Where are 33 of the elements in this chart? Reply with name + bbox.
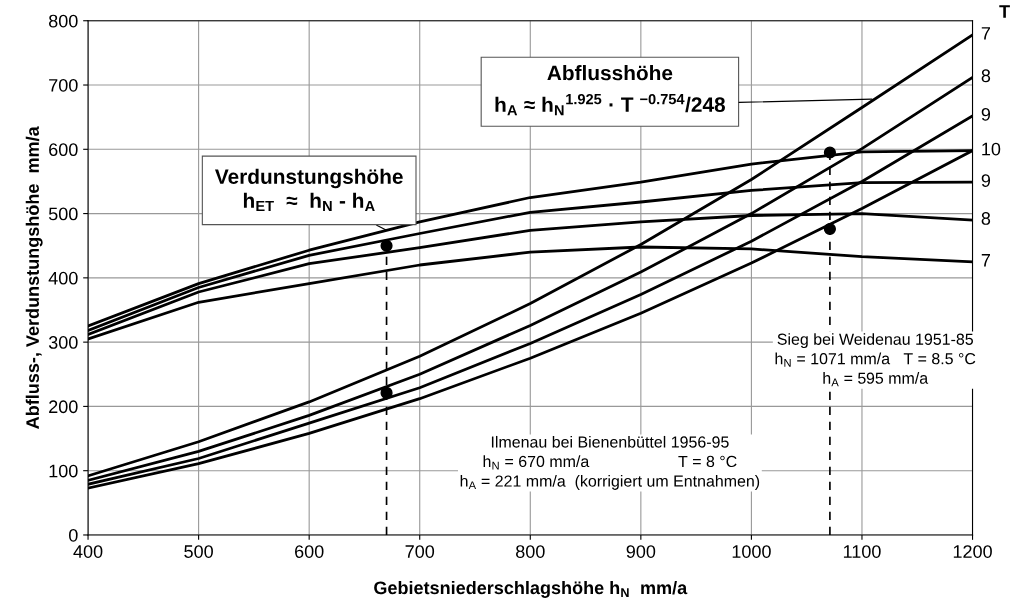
x-axis-title: Gebietsniederschlagshöhe h$_{N}$ mm/a [374,580,688,598]
series-label: 9 [981,174,991,187]
annotation: Abflusshöhe [547,65,673,81]
x-tick-label: 500 [184,545,213,558]
x-tick-label: 1000 [732,545,771,558]
series-label: 7 [981,27,990,40]
y-tick-label: 100 [49,464,78,478]
y-tick-label: 500 [48,207,78,221]
x-tick-label: 600 [295,545,324,558]
y-axis-title: Abfluss-, Verdunstungshöhe mm/a [25,126,43,429]
y-tick-label: 300 [48,336,78,349]
series-label: 10 [982,142,1001,156]
annotation: Verdunstungshöhe h$_{ET}$ ≈ h$_{N}$ - h$_{A}$ [214,168,403,212]
y-tick-label: 800 [48,14,78,28]
annotation: h$_{A}$ ≈ h$_{N}$$^{1.925}$ · T $^{−0.754}$/248 [495,93,725,116]
annotation: Sieg bei Weidenau 1951-85 h$_{N}$ = 1071 mm/a T = 8.5 °C h$_{A}$ = 595 mm/a [775,333,976,387]
series-label: 8 [981,69,991,83]
series-label: 7 [981,254,990,267]
x-tick-label: 700 [405,545,435,558]
x-tick-label: 900 [626,545,656,558]
x-tick-label: 800 [516,545,545,558]
y-tick-label: 400 [48,271,78,285]
x-tick-label: 1100 [843,545,881,558]
text: T [999,5,1010,18]
y-tick-label: 600 [49,143,78,157]
y-tick-label: 0 [68,528,78,542]
series-label: 9 [981,107,991,121]
text: Ilmenau bei Bienenbüttel 1956-95 h$_{N}$ = 670 mm/a T = 8 °C h$_{A}$ = 221 mm/a (korrigiert um Entnahmen) [460,435,760,490]
y-tick-label: 200 [49,400,78,414]
x-tick-label: 400 [73,545,103,558]
x-tick-label: 1200 [953,545,992,558]
y-tick-label: 700 [49,78,78,92]
series-label: 8 [981,212,991,225]
